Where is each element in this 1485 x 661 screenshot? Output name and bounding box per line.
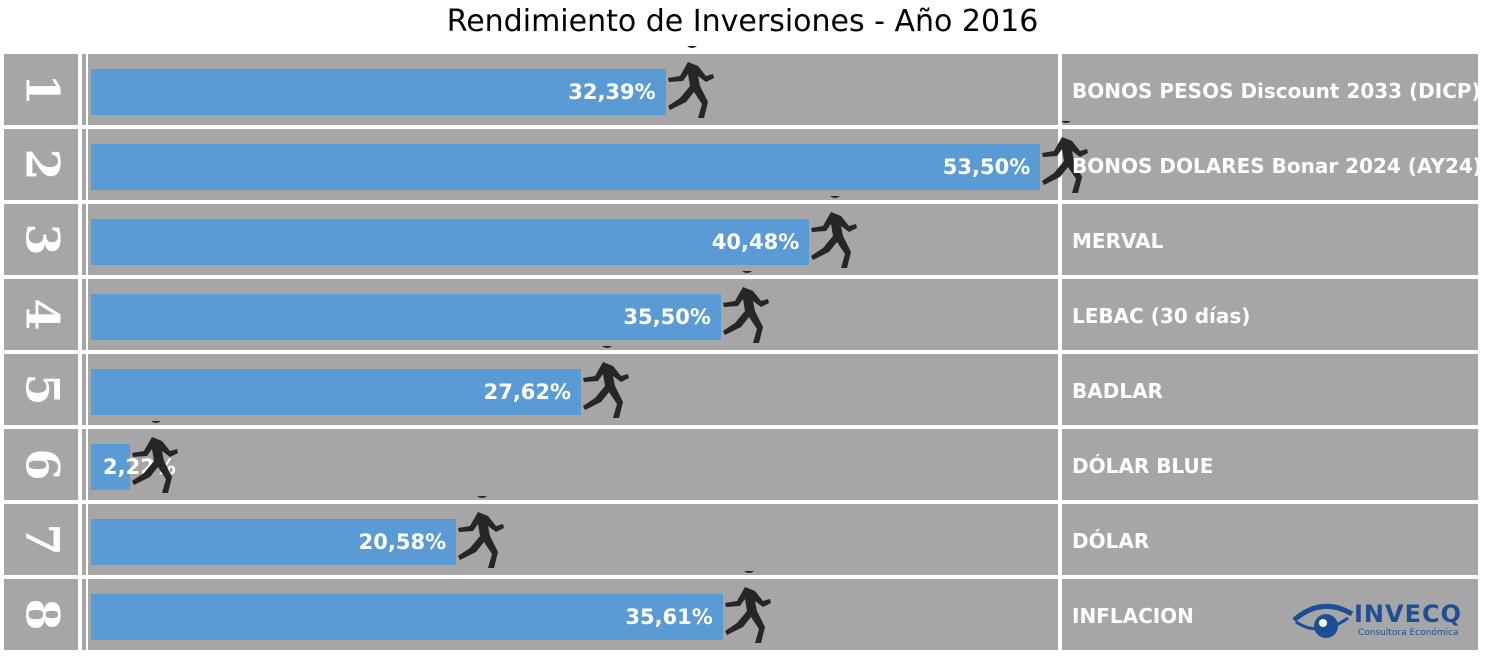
runner-icon [132,421,179,493]
lane-number: 2 [16,148,70,181]
category-label: BADLAR [1072,379,1163,403]
category-label: DÓLAR BLUE [1072,454,1214,478]
bar [91,144,1041,190]
lane-stripe [78,429,82,500]
finish-line [1058,279,1062,350]
category-label: LEBAC (30 días) [1072,304,1251,328]
race-track: 1 32,39% BONOS PESOS Discount 2033 (DICP) 2… [4,46,1482,654]
lane-number: 5 [16,373,70,406]
bar-value-label: 40,48% [711,230,800,254]
lane-stripe2 [86,204,88,275]
bar [91,519,457,565]
lane-number: 4 [16,298,70,331]
bar [91,444,131,490]
lane-number: 3 [16,223,70,256]
invecq-logo: INVECQ Consultora Económica [1290,598,1470,648]
runner-icon [667,46,714,118]
finish-line [1058,204,1062,275]
lane-stripe [78,579,82,650]
finish-line [1058,429,1062,500]
runner-icon [724,571,771,643]
category-label: DÓLAR [1072,529,1150,553]
finish-line [1058,579,1062,650]
lane-stripe [78,54,82,125]
finish-line [1058,354,1062,425]
bar [91,369,582,415]
lane-stripe2 [86,354,88,425]
bar [91,294,721,340]
lane-stripe2 [86,429,88,500]
lane-stripe [78,354,82,425]
lane-stripe2 [86,504,88,575]
logo-subtitle: Consultora Económica [1358,628,1459,638]
category-label: BONOS DOLARES Bonar 2024 (AY24) [1072,154,1482,178]
bar-value-label: 27,62% [483,380,572,404]
lane-stripe [78,129,82,200]
bar [91,69,666,115]
lane-stripe [78,504,82,575]
lane-stripe2 [86,54,88,125]
runner-icon [583,346,630,418]
category-label: MERVAL [1072,229,1164,253]
lane-number: 1 [16,73,70,106]
bar-value-label: 35,61% [625,605,713,629]
bar-value-label: 35,50% [623,305,711,329]
runner-icon [1042,121,1089,193]
lane-number: 8 [16,598,70,631]
lane-stripe2 [86,279,88,350]
lane-stripe2 [86,579,88,650]
category-label: INFLACION [1072,604,1194,628]
finish-line [1058,504,1062,575]
lane-stripe [78,204,82,275]
runner-icon [458,496,505,568]
bar-value-label: 53,50% [942,155,1031,179]
eye-logo-icon [1292,603,1354,638]
finish-line [1058,54,1062,125]
bar [91,219,810,265]
lane-number: 6 [16,448,70,481]
category-label: BONOS PESOS Discount 2033 (DICP) [1072,79,1481,103]
lane-number: 7 [16,523,70,556]
lane-stripe [78,279,82,350]
logo-name: INVECQ [1354,600,1462,628]
runner-icon [722,271,769,343]
bar-value-label: 32,39% [568,80,656,104]
bar-value-label: 20,58% [358,530,447,554]
bar [91,594,723,640]
finish-line [1058,129,1062,200]
chart-title: Rendimiento de Inversiones - Año 2016 [446,4,1039,39]
lane-stripe2 [86,129,88,200]
lane [4,429,1478,500]
runner-icon [811,196,858,268]
